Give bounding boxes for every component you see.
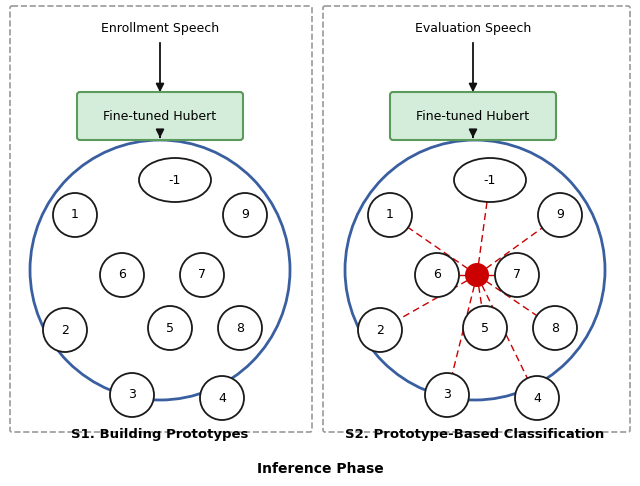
Text: 3: 3 — [443, 388, 451, 401]
Text: 6: 6 — [118, 268, 126, 281]
Text: 5: 5 — [481, 322, 489, 334]
Ellipse shape — [139, 158, 211, 202]
FancyBboxPatch shape — [77, 92, 243, 140]
Text: S1. Building Prototypes: S1. Building Prototypes — [71, 428, 249, 441]
Ellipse shape — [454, 158, 526, 202]
Text: Fine-tuned Hubert: Fine-tuned Hubert — [417, 109, 529, 122]
Text: 8: 8 — [551, 322, 559, 334]
Text: 9: 9 — [556, 208, 564, 222]
Circle shape — [463, 306, 507, 350]
Circle shape — [465, 263, 489, 287]
Circle shape — [100, 253, 144, 297]
Text: 2: 2 — [376, 324, 384, 336]
Text: 4: 4 — [218, 392, 226, 404]
Text: 3: 3 — [128, 388, 136, 401]
FancyBboxPatch shape — [390, 92, 556, 140]
Circle shape — [368, 193, 412, 237]
Circle shape — [538, 193, 582, 237]
Text: 6: 6 — [433, 268, 441, 281]
Circle shape — [110, 373, 154, 417]
Text: -1: -1 — [484, 174, 496, 187]
Text: Fine-tuned Hubert: Fine-tuned Hubert — [104, 109, 216, 122]
Text: 7: 7 — [198, 268, 206, 281]
Circle shape — [425, 373, 469, 417]
Text: S2. Prototype-Based Classification: S2. Prototype-Based Classification — [346, 428, 605, 441]
Circle shape — [148, 306, 192, 350]
Circle shape — [358, 308, 402, 352]
Text: Inference Phase: Inference Phase — [257, 462, 383, 476]
Text: 5: 5 — [166, 322, 174, 334]
Text: Enrollment Speech: Enrollment Speech — [101, 22, 219, 35]
Circle shape — [533, 306, 577, 350]
Text: -1: -1 — [169, 174, 181, 187]
Text: 4: 4 — [533, 392, 541, 404]
Circle shape — [180, 253, 224, 297]
Circle shape — [223, 193, 267, 237]
Text: 1: 1 — [71, 208, 79, 222]
Text: 9: 9 — [241, 208, 249, 222]
Circle shape — [495, 253, 539, 297]
Text: 7: 7 — [513, 268, 521, 281]
Text: 8: 8 — [236, 322, 244, 334]
Text: 2: 2 — [61, 324, 69, 336]
Text: Evaluation Speech: Evaluation Speech — [415, 22, 531, 35]
Circle shape — [43, 308, 87, 352]
Circle shape — [415, 253, 459, 297]
Circle shape — [515, 376, 559, 420]
Circle shape — [53, 193, 97, 237]
Text: 1: 1 — [386, 208, 394, 222]
Circle shape — [218, 306, 262, 350]
Circle shape — [200, 376, 244, 420]
